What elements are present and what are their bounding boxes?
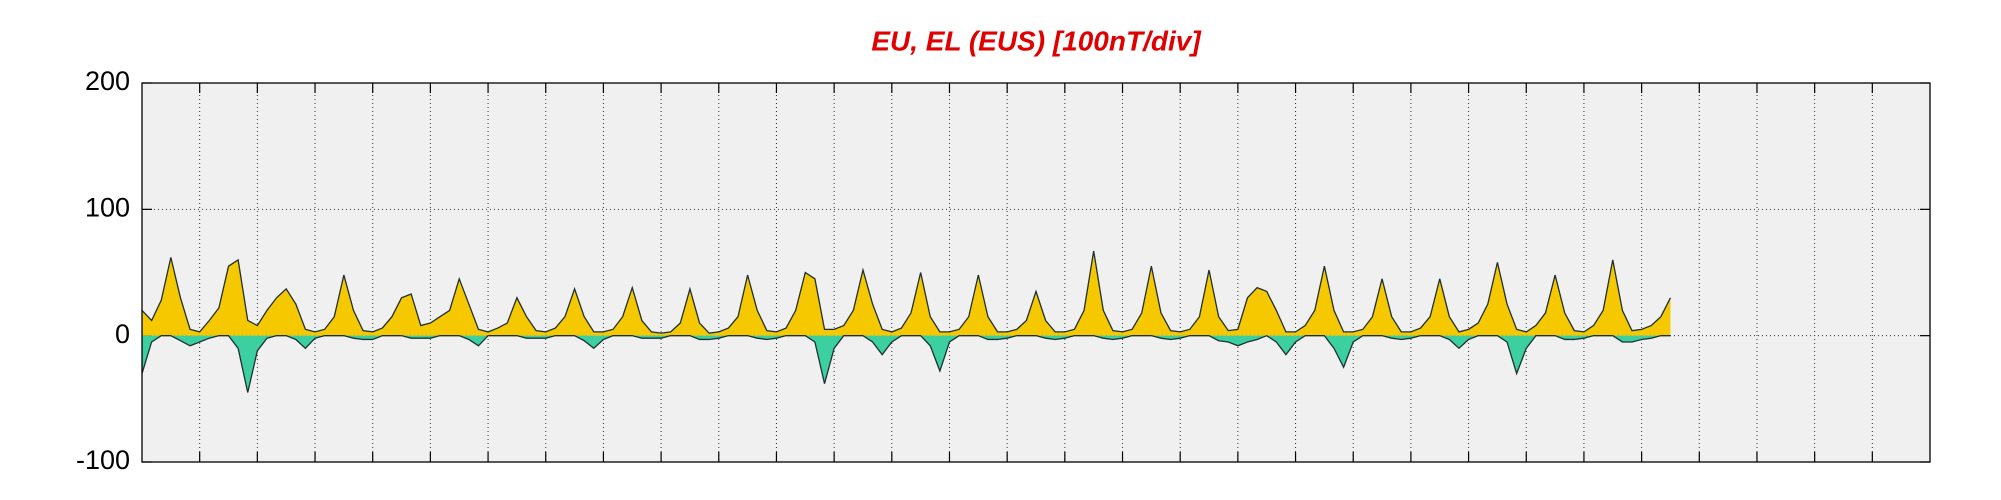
y-tick-label: 200 [85, 66, 130, 96]
y-tick-label: 0 [115, 319, 130, 349]
series-fill [142, 251, 1671, 336]
plot-frame [141, 82, 1931, 463]
series-fill [142, 335, 1671, 393]
y-tick-label: -100 [76, 445, 130, 475]
series-line [141, 334, 1671, 393]
chart-title: EU, EL (EUS) [100nT/div] [871, 25, 1202, 56]
plot-background [142, 83, 1930, 462]
y-tick-label: 100 [85, 192, 130, 222]
series-line [141, 250, 1672, 334]
